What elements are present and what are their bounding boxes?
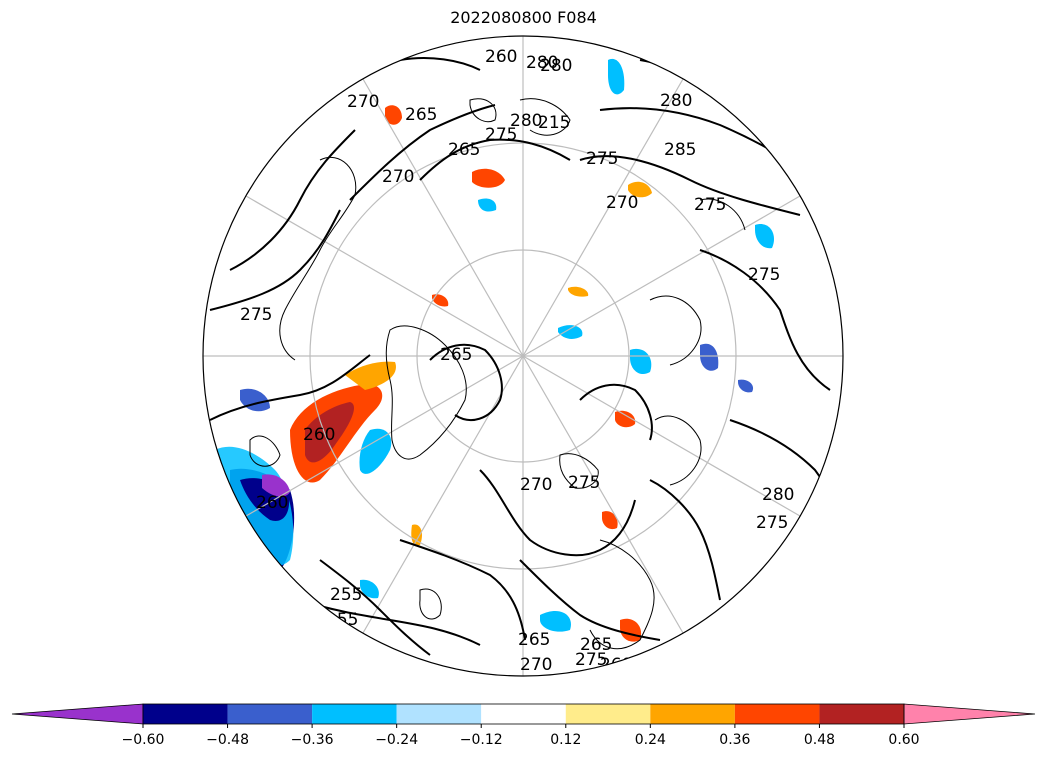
contour-label: 275	[694, 195, 726, 215]
warm-anomaly-scandinavia	[628, 181, 652, 198]
warm-anomaly-arctic-4	[568, 286, 589, 297]
warm-anomaly-siberia	[472, 168, 505, 188]
colorbar-extend-low	[11, 703, 144, 725]
cold-anomaly-atlantic	[360, 579, 379, 599]
contour-label: 280	[510, 111, 542, 131]
colorbar-segment	[143, 704, 228, 724]
colorbar-tick-label: 0.36	[719, 732, 750, 748]
contour-label: 275	[575, 650, 607, 670]
colorbar-tick-label: 0.60	[888, 732, 919, 748]
warm-anomaly-chukotka	[385, 105, 402, 125]
contour-label: 275	[485, 125, 517, 145]
colorbar-segments	[11, 703, 1036, 725]
cold-anomaly-norway	[608, 58, 625, 95]
contour-label: 265	[580, 635, 612, 655]
contour-label: 260	[485, 47, 517, 67]
contour-label: 265	[405, 105, 437, 125]
warm-anomaly-atlantic	[411, 524, 423, 546]
contour-label: 270	[606, 193, 638, 213]
cold-anomaly-greenland-east	[359, 428, 392, 474]
colorbar-tick-label: 0.24	[635, 732, 666, 748]
cold-anomaly-arctic-5	[558, 325, 583, 339]
contour-label: 270	[520, 655, 552, 675]
graticule	[203, 36, 843, 676]
colorbar-tick-label: −0.12	[460, 732, 503, 748]
contour-label: 280	[762, 485, 794, 505]
cold-anomaly-quebec	[240, 388, 270, 412]
contour-label: 265	[518, 630, 550, 650]
contour-label: 280	[540, 56, 572, 76]
contour-label: 280	[660, 91, 692, 111]
cold-anomaly-pacific	[755, 224, 775, 249]
colorbar-tick-label: 0.12	[550, 732, 581, 748]
cold-anomaly-east-siberia	[478, 198, 497, 212]
contour-label: 260	[256, 493, 288, 513]
colorbar-segment	[227, 704, 313, 724]
colorbar: −0.60 −0.48 −0.36 −0.24 −0.12 0.12 0.24 0.36 0.4…	[11, 703, 1036, 748]
contour-label: 275	[756, 513, 788, 533]
warm-anomaly-europe	[620, 618, 642, 642]
cold-anomaly-europe	[540, 610, 571, 632]
contour-label: 270	[347, 92, 379, 112]
colorbar-segment	[650, 704, 735, 724]
colorbar-segment	[312, 704, 397, 724]
contour-label: 275	[240, 305, 272, 325]
map-boundary	[202, 35, 844, 677]
contour-label: 275	[568, 473, 600, 493]
colorbar-outline	[142, 703, 905, 725]
map-title: 2022080800 F084	[450, 8, 597, 27]
colorbar-tick-label: −0.24	[375, 732, 418, 748]
warm-anomaly-arctic-1	[615, 410, 636, 428]
anomaly-fills	[214, 58, 775, 642]
colorbar-segment	[734, 704, 820, 724]
colorbar-segment	[481, 704, 566, 724]
colorbar-tick-label: −0.48	[206, 732, 249, 748]
cold-anomaly-urals	[700, 343, 719, 371]
contour-label: 270	[382, 167, 414, 187]
contour-label: 280	[526, 53, 558, 73]
cold-anomaly-siberia	[630, 348, 652, 375]
cold-anomaly-purple	[262, 474, 290, 497]
contour-label: 265	[448, 140, 480, 160]
colorbar-tick-label: 0.48	[804, 732, 835, 748]
warm-anomaly-labrador-core	[305, 402, 355, 463]
contour-label: 215	[538, 113, 570, 133]
colorbar-segment	[819, 704, 904, 724]
contour-label: 285	[664, 140, 696, 160]
cold-anomaly-kazakh	[738, 379, 754, 393]
colorbar-tick-label: −0.36	[291, 732, 334, 748]
warm-anomaly-arctic-3	[432, 294, 449, 307]
contour-label: 275	[748, 265, 780, 285]
colorbar-tick-label: −0.60	[122, 732, 165, 748]
colorbar-segment	[565, 704, 651, 724]
colorbar-extend-high	[903, 703, 1036, 725]
contour-label: 260	[303, 425, 335, 445]
warm-anomaly-arctic-2	[602, 511, 618, 530]
contour-label: 255	[330, 585, 362, 605]
warm-anomaly-baffin	[345, 361, 396, 390]
contour-label: 265	[440, 345, 472, 365]
colorbar-ticks: −0.60 −0.48 −0.36 −0.24 −0.12 0.12 0.24 0.36 0.4…	[122, 724, 920, 748]
polar-map: 255 260 260 270 265 270 265 275 280 280 …	[202, 35, 844, 677]
colorbar-segment	[396, 704, 482, 724]
coastlines	[249, 98, 746, 650]
contour-label: 275	[586, 149, 618, 169]
contour-label: 270	[520, 475, 552, 495]
